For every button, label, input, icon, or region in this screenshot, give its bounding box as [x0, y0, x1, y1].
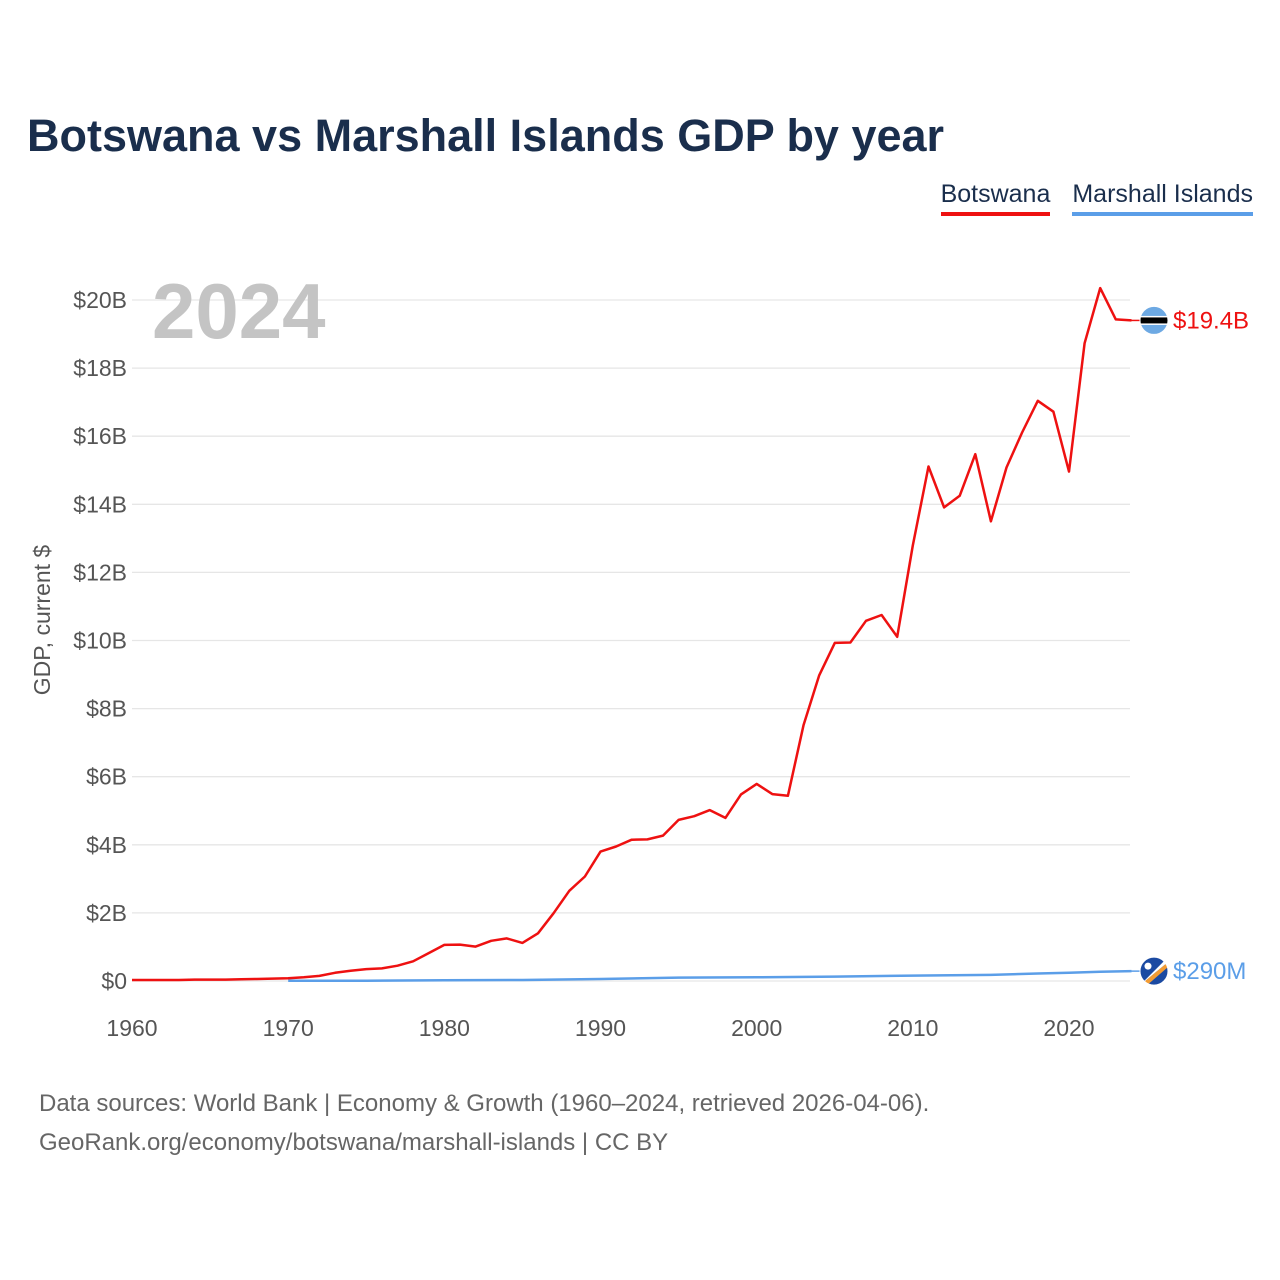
y-tick-label: $14B — [73, 491, 127, 517]
legend-label: Marshall Islands — [1072, 180, 1253, 208]
botswana-flag-icon — [1139, 305, 1169, 335]
year-label: 2024 — [152, 267, 326, 355]
y-tick-label: $12B — [73, 559, 127, 585]
y-axis: $0 $2B $4B $6B $8B $10B $12B $14B $16B $18B $20B — [73, 287, 127, 994]
source-note: Data sources: World Bank | Economy & Gro… — [39, 1084, 929, 1162]
x-tick-label: 1970 — [263, 1015, 314, 1041]
source-line-2[interactable]: GeoRank.org/economy/botswana/marshall-is… — [39, 1129, 669, 1156]
legend-label: Botswana — [940, 180, 1051, 208]
marshall-islands-flag-icon — [1139, 956, 1169, 986]
y-tick-label: $4B — [86, 832, 127, 858]
x-tick-label: 1990 — [575, 1015, 626, 1041]
y-tick-label: $16B — [73, 423, 127, 449]
legend-swatch — [940, 212, 1051, 216]
y-tick-label: $2B — [86, 900, 127, 926]
legend-item-marshall-islands[interactable]: Marshall Islands — [1072, 180, 1253, 216]
x-tick-label: 1960 — [106, 1015, 157, 1041]
y-tick-label: $20B — [73, 287, 127, 313]
y-axis-title: GDP, current $ — [29, 545, 55, 696]
grid — [132, 299, 1130, 982]
x-axis: 1960 1970 1980 1990 2000 2010 2020 — [106, 1015, 1094, 1041]
series-end-markers: $19.4B $290M — [1131, 305, 1249, 986]
legend: Botswana Marshall Islands — [940, 180, 1253, 216]
y-tick-label: $10B — [73, 628, 127, 654]
x-tick-label: 1980 — [419, 1015, 470, 1041]
series-line-botswana — [132, 286, 1132, 982]
chart-title: Botswana vs Marshall Islands GDP by year — [27, 110, 945, 161]
y-tick-label: $6B — [86, 764, 127, 790]
x-tick-label: 2010 — [887, 1015, 938, 1041]
series-lines — [132, 286, 1132, 983]
legend-swatch — [1072, 212, 1253, 216]
y-tick-label: $8B — [86, 696, 127, 722]
series-line-marshall-islands — [288, 969, 1132, 983]
legend-item-botswana[interactable]: Botswana — [940, 180, 1051, 216]
end-value-label: $19.4B — [1173, 307, 1249, 334]
y-tick-label: $0 — [101, 968, 127, 994]
source-line-1: Data sources: World Bank | Economy & Gro… — [39, 1090, 930, 1117]
x-tick-label: 2000 — [731, 1015, 782, 1041]
x-tick-label: 2020 — [1043, 1015, 1094, 1041]
y-tick-label: $18B — [73, 355, 127, 381]
end-value-label: $290M — [1173, 958, 1246, 985]
